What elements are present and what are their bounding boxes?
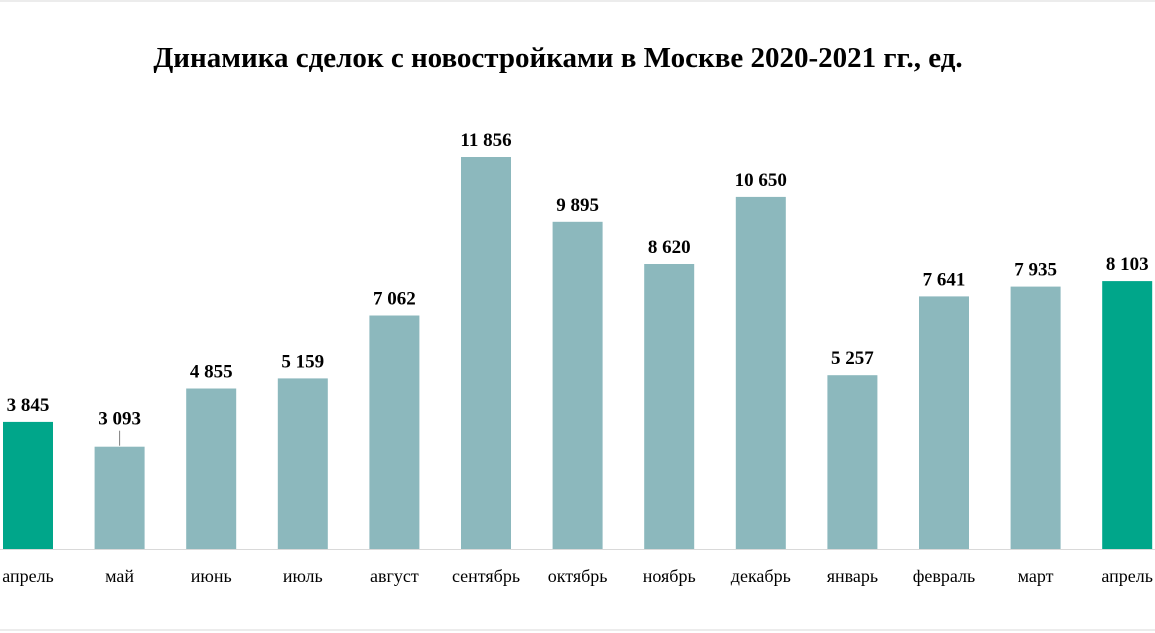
- category-label-10: февраль: [913, 566, 976, 586]
- category-label-4: август: [370, 566, 419, 586]
- bar-10: [919, 296, 969, 549]
- category-label-12: апрель: [1101, 566, 1153, 586]
- value-label-2: 4 855: [190, 362, 233, 383]
- value-label-1: 3 093: [98, 409, 141, 430]
- category-label-11: март: [1018, 566, 1054, 586]
- category-label-3: июль: [283, 566, 323, 586]
- bar-5: [461, 157, 511, 549]
- bar-9: [827, 375, 878, 549]
- value-label-3: 5 159: [281, 351, 324, 372]
- bar-7: [644, 264, 695, 549]
- category-label-2: июнь: [191, 566, 232, 586]
- bar-12: [1102, 281, 1153, 549]
- category-label-6: октябрь: [548, 566, 608, 586]
- value-label-8: 10 650: [735, 170, 787, 191]
- bar-3: [277, 378, 328, 549]
- category-label-7: ноябрь: [643, 566, 696, 586]
- value-label-4: 7 062: [373, 289, 416, 310]
- category-label-0: апрель: [2, 566, 54, 586]
- value-label-7: 8 620: [648, 237, 691, 258]
- value-label-5: 11 856: [460, 130, 511, 151]
- category-label-9: январь: [827, 566, 878, 586]
- bar-11: [1010, 286, 1061, 549]
- bar-6: [552, 221, 603, 550]
- category-label-8: декабрь: [731, 566, 791, 586]
- bar-8: [735, 196, 786, 549]
- chart-title: Динамика сделок с новостройками в Москве…: [153, 42, 962, 74]
- value-label-10: 7 641: [923, 269, 966, 290]
- value-label-0: 3 845: [7, 395, 50, 416]
- value-label-12: 8 103: [1106, 254, 1149, 275]
- bar-1: [94, 446, 145, 549]
- bar-0: [3, 421, 53, 549]
- category-label-1: май: [105, 566, 134, 586]
- value-label-6: 9 895: [556, 195, 599, 216]
- bars-group: 3 845 апрель 3 093 май 4 855 июнь 5 159 июль 7 0…: [2, 130, 1153, 586]
- value-label-9: 5 257: [831, 348, 874, 369]
- category-label-5: сентябрь: [452, 566, 520, 586]
- bar-4: [369, 315, 420, 549]
- bar-2: [186, 388, 237, 549]
- value-label-11: 7 935: [1014, 260, 1057, 281]
